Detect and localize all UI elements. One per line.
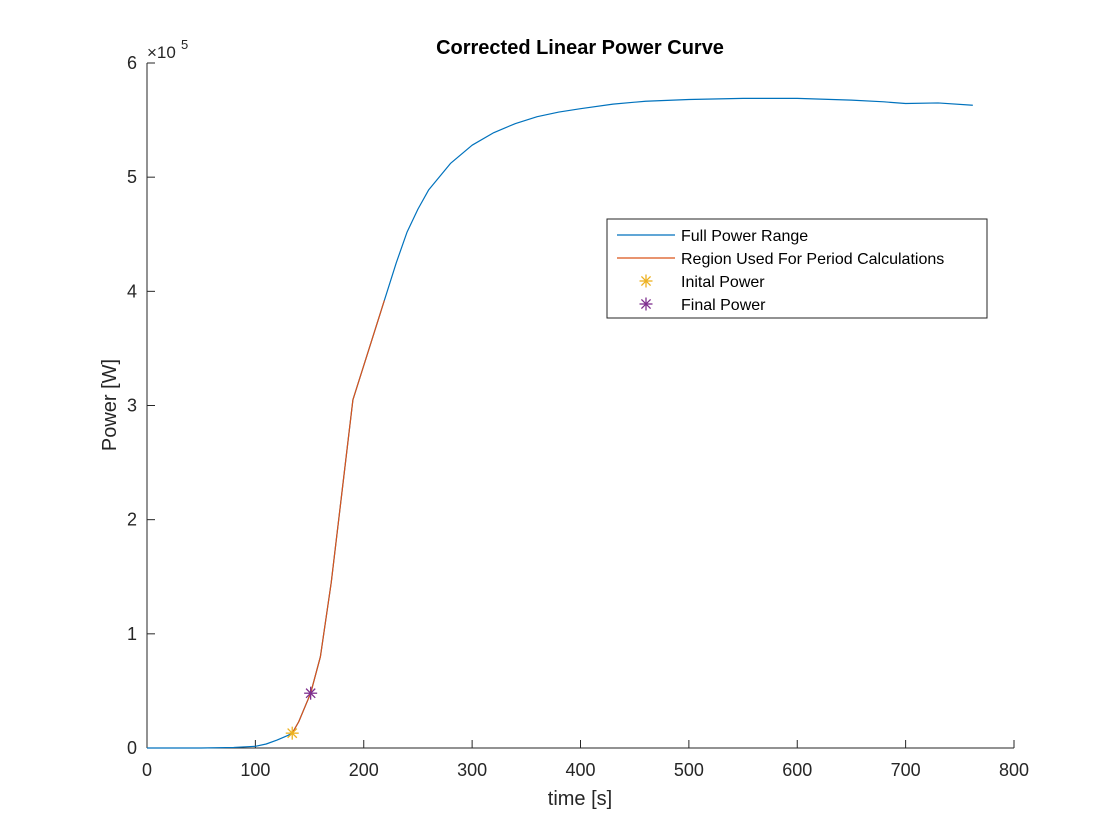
legend-item: Region Used For Period Calculations — [617, 251, 944, 268]
y-tick-label: 3 — [127, 396, 137, 416]
legend: Full Power Range Region Used For Period C… — [606, 218, 988, 319]
x-tick-label: 400 — [565, 760, 595, 780]
x-tick-label: 600 — [782, 760, 812, 780]
y-tick-label: 4 — [127, 281, 137, 301]
x-tick-label: 0 — [142, 760, 152, 780]
legend-swatch — [639, 274, 653, 288]
x-tick-label: 300 — [457, 760, 487, 780]
x-axis-label: time [s] — [548, 788, 612, 810]
y-tick-label: 2 — [127, 510, 137, 530]
x-tick-label: 500 — [674, 760, 704, 780]
x-axis-ticks: 0 100 200 300 400 500 600 700 800 — [142, 740, 1029, 780]
legend-label: Final Power — [681, 297, 766, 314]
legend-item: Full Power Range — [617, 228, 808, 245]
legend-item: Inital Power — [639, 274, 765, 291]
y-axis-exponent: ×10 5 — [147, 37, 188, 62]
series-0-line — [147, 97, 973, 749]
legend-item: Final Power — [639, 297, 766, 314]
series-layer — [147, 97, 973, 749]
legend-label: Full Power Range — [681, 228, 808, 245]
x-tick-label: 800 — [999, 760, 1029, 780]
legend-label: Region Used For Period Calculations — [681, 251, 944, 268]
legend-swatch — [639, 297, 653, 311]
y-axis-ticks: 0 1 2 3 4 5 6 — [127, 53, 155, 758]
x-tick-label: 100 — [240, 760, 270, 780]
y-exponent-power: 5 — [181, 37, 188, 52]
legend-items: Full Power Range Region Used For Period C… — [617, 228, 944, 314]
y-tick-label: 1 — [127, 624, 137, 644]
x-tick-label: 200 — [349, 760, 379, 780]
legend-label: Inital Power — [681, 274, 765, 291]
y-exponent-base: ×10 — [147, 43, 176, 62]
y-tick-label: 6 — [127, 53, 137, 73]
y-tick-label: 5 — [127, 167, 137, 187]
x-tick-label: 700 — [891, 760, 921, 780]
y-axis-label: Power [W] — [99, 359, 121, 451]
y-tick-label: 0 — [127, 738, 137, 758]
chart-title: Corrected Linear Power Curve — [436, 37, 724, 59]
series-3-marker — [304, 686, 318, 700]
series-1-line — [291, 300, 385, 734]
series-2-marker — [285, 726, 299, 740]
